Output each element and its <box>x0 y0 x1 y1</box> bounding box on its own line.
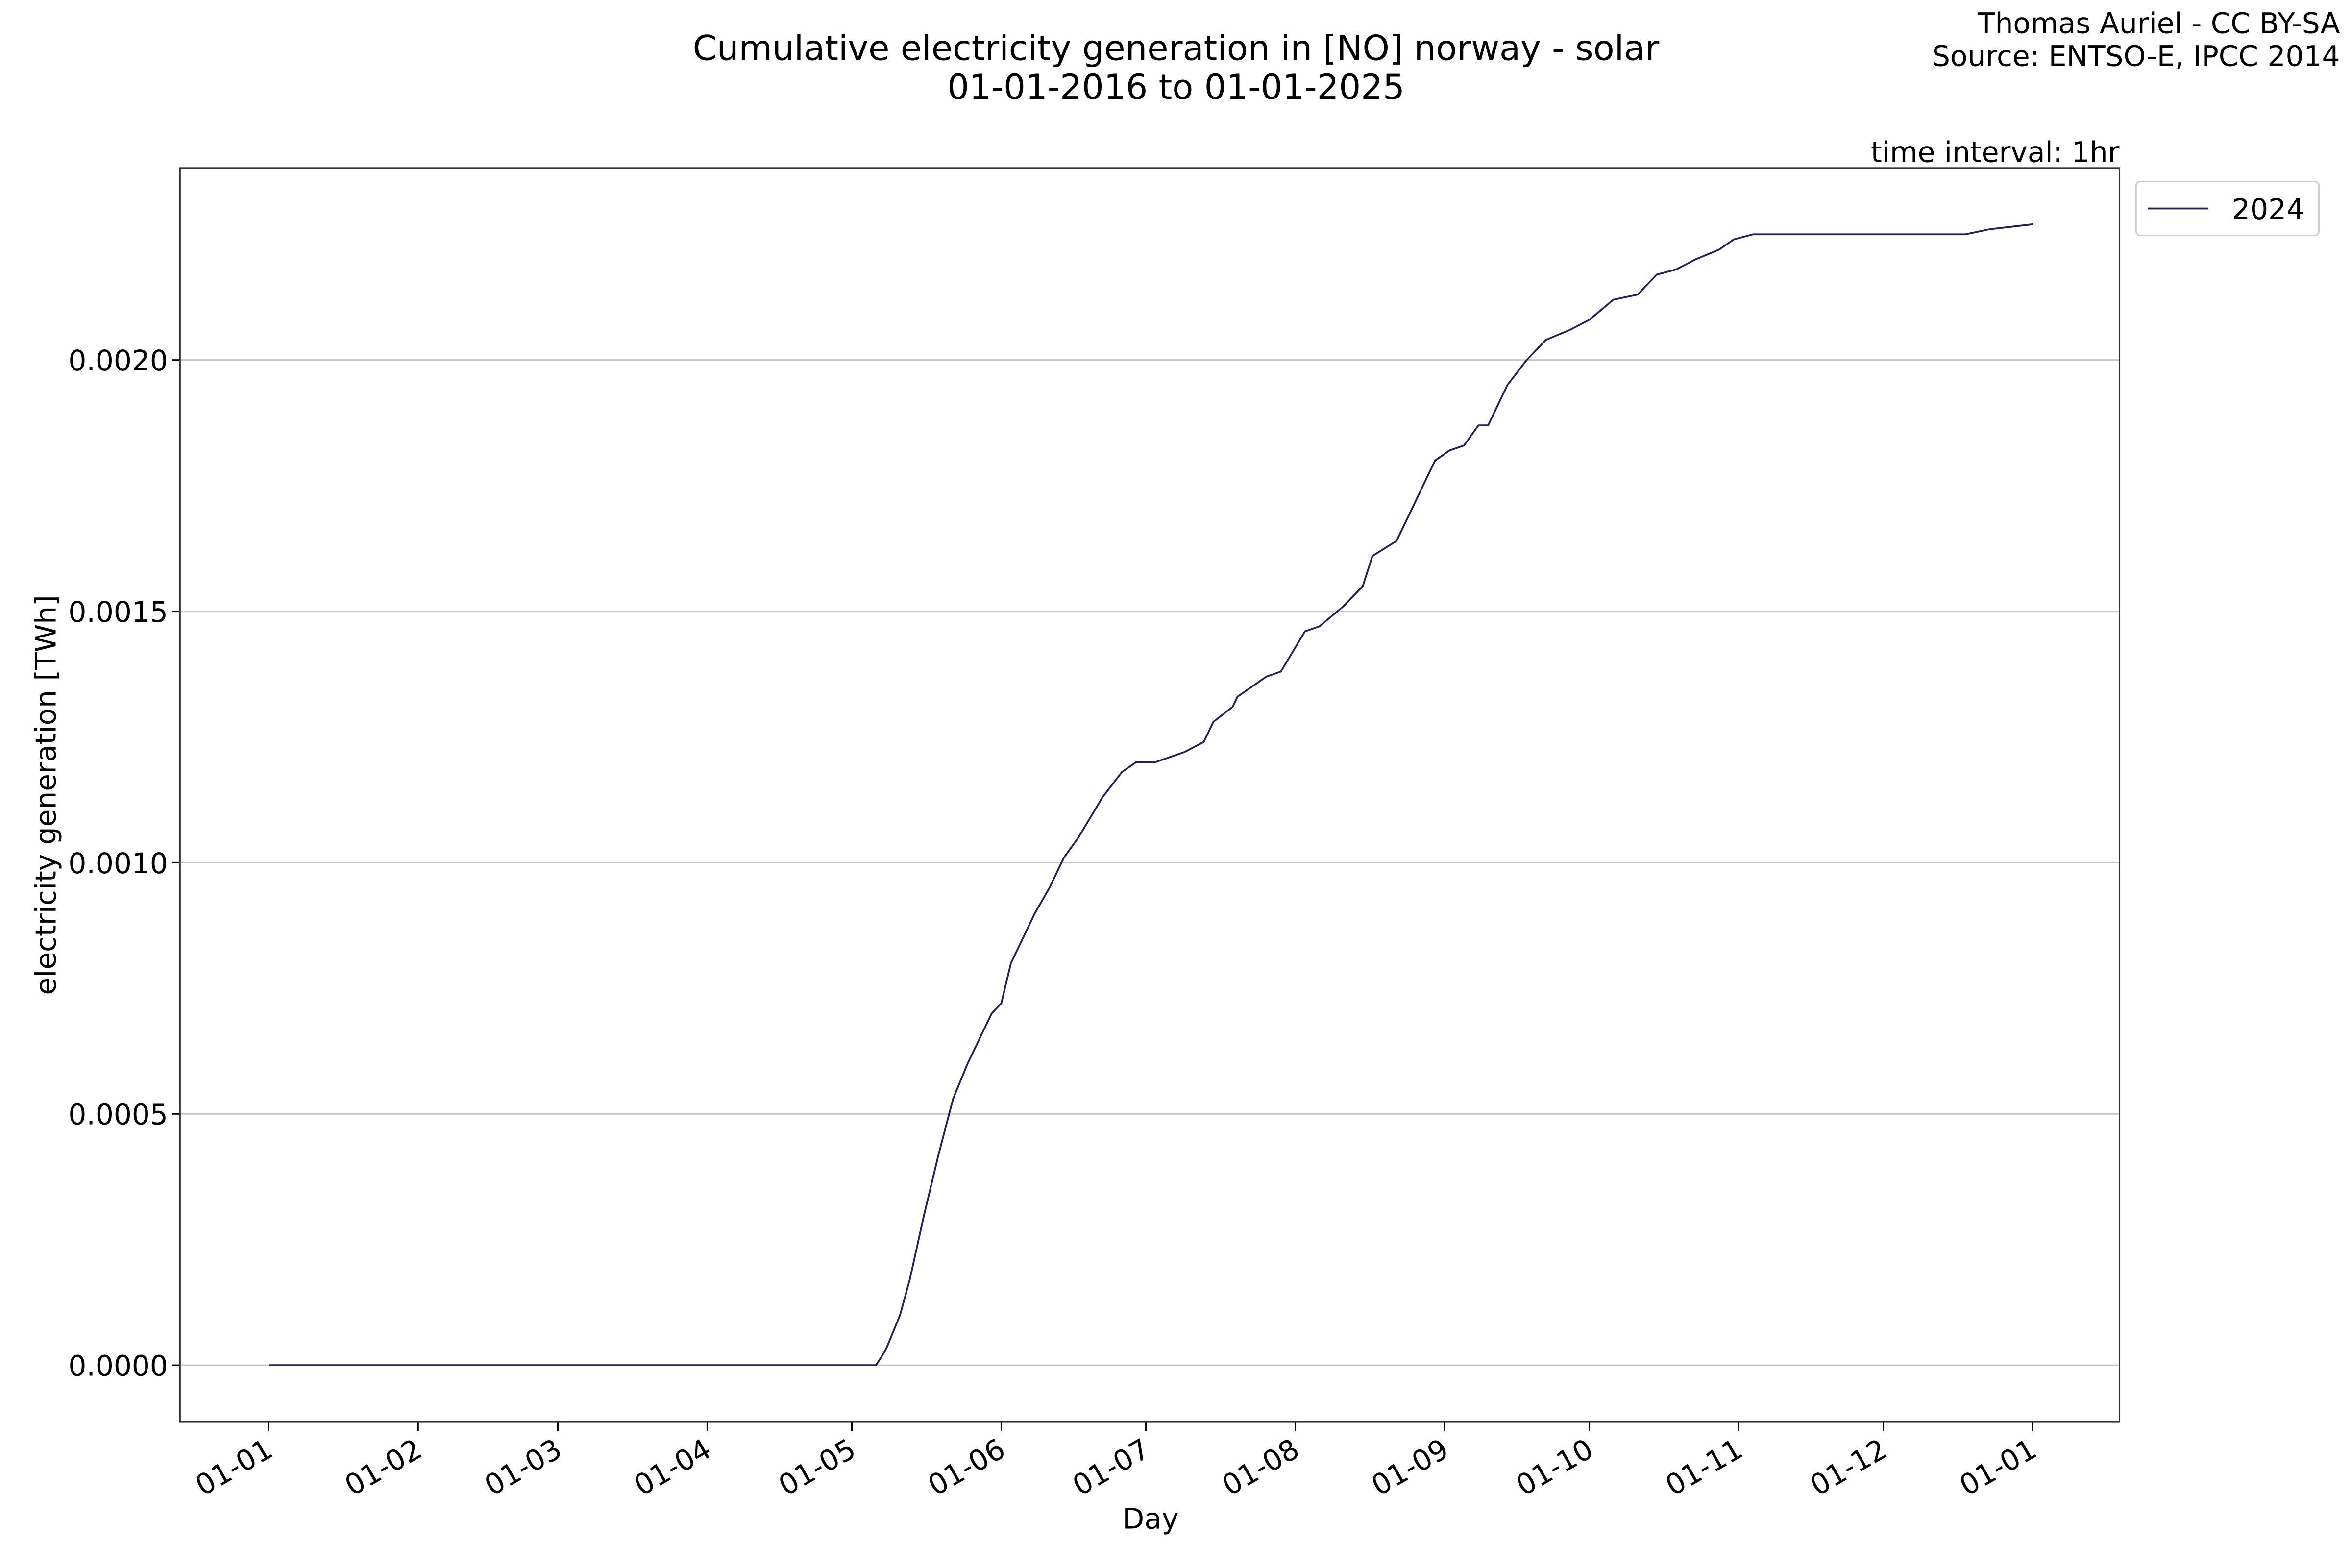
y-tick-label: 0.0015 <box>68 595 168 629</box>
y-tick-label: 0.0000 <box>68 1349 168 1383</box>
plot-frame <box>179 167 2121 1423</box>
annotation: time interval: 1hr <box>1871 136 2120 169</box>
data-line <box>269 223 2033 1366</box>
credit: Thomas Auriel - CC BY-SA <box>1977 6 2340 40</box>
chart-subtitle: 01-01-2016 to 01-01-2025 <box>947 67 1405 107</box>
x-axis-label: Day <box>1123 1502 1179 1535</box>
y-tick-label: 0.0010 <box>68 847 168 880</box>
y-tick-label: 0.0020 <box>68 344 168 377</box>
legend-box <box>2135 180 2320 237</box>
chart-title: Cumulative electricity generation in [NO… <box>693 28 1660 68</box>
y-tick-label: 0.0005 <box>68 1098 168 1131</box>
y-axis-label: electricity generation [TWh] <box>29 595 62 995</box>
credit: Source: ENTSO-E, IPCC 2014 <box>1932 40 2340 73</box>
legend-label: 2024 <box>2232 193 2304 226</box>
